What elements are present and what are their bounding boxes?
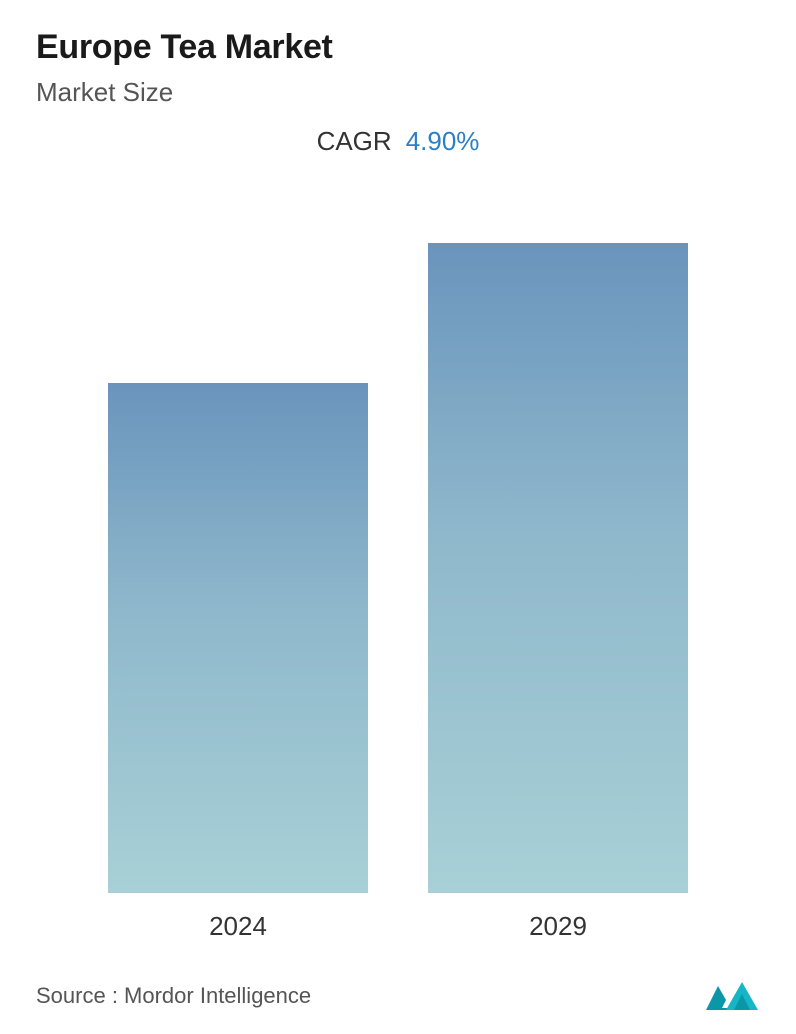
chart-area: 2024 2029 <box>36 167 760 942</box>
footer: Source : Mordor Intelligence <box>36 972 760 1014</box>
bar-2029 <box>428 243 688 893</box>
cagr-value: 4.90% <box>406 126 480 157</box>
bar-group-0: 2024 <box>108 383 368 942</box>
source-text: Source : Mordor Intelligence <box>36 983 311 1009</box>
bar-label-2024: 2024 <box>209 911 267 942</box>
cagr-row: CAGR 4.90% <box>36 126 760 157</box>
chart-container: Europe Tea Market Market Size CAGR 4.90%… <box>0 0 796 1034</box>
chart-subtitle: Market Size <box>36 77 760 108</box>
logo-peak-left <box>706 986 730 1010</box>
mordor-logo-icon <box>704 978 760 1014</box>
bar-label-2029: 2029 <box>529 911 587 942</box>
chart-title: Europe Tea Market <box>36 28 760 67</box>
bar-group-1: 2029 <box>428 243 688 942</box>
bar-2024 <box>108 383 368 893</box>
cagr-label: CAGR <box>317 126 392 157</box>
